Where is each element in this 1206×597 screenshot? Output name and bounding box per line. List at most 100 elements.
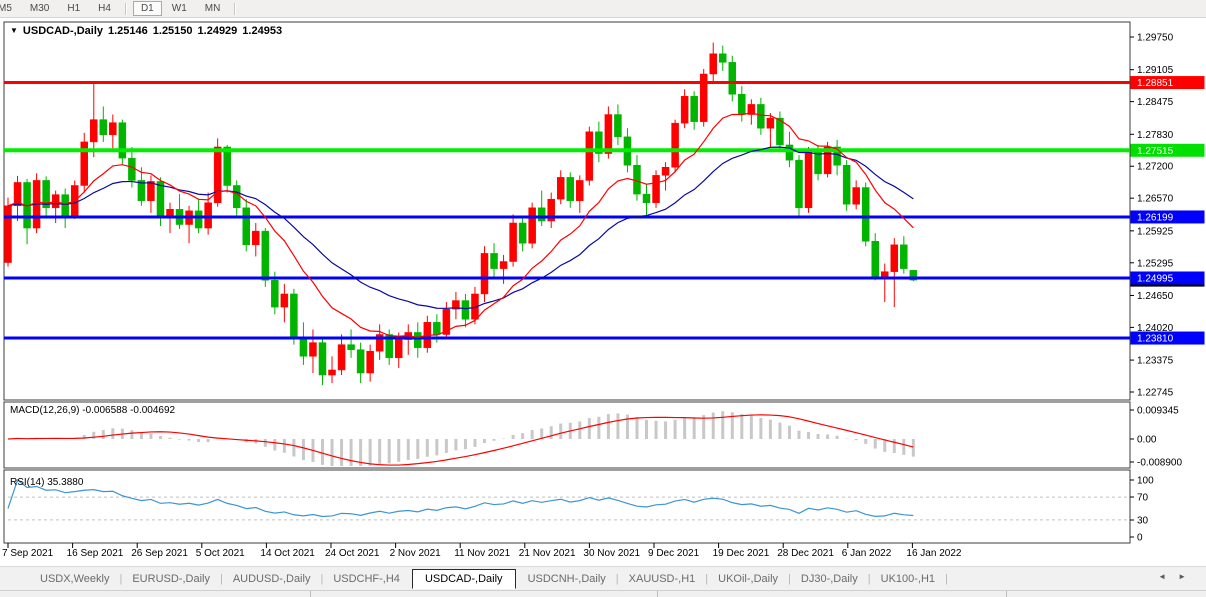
scale-label: 1.23810 — [1137, 334, 1174, 345]
price-level-badge — [1130, 331, 1205, 345]
scale-label: 16 Sep 2021 — [67, 548, 124, 559]
tabs-scroll-left-icon[interactable]: ◄ — [1158, 572, 1179, 581]
tab-usdcad-daily[interactable]: USDCAD-,Daily — [411, 568, 516, 589]
scale-label: 1.24995 — [1137, 273, 1174, 284]
scale-label: 7 Sep 2021 — [2, 548, 54, 559]
date-axis: 7 Sep 2021 16 Sep 2021 26 Sep 2021 5 Oct 20… — [2, 543, 962, 559]
timeframe-button-m30[interactable]: M30 — [29, 3, 50, 14]
ohlc-open: 1.25146 — [108, 25, 148, 37]
scale-label: 0 — [1137, 533, 1143, 544]
scale-label: 1.26199 — [1137, 212, 1174, 223]
ma-fast-line — [7, 112, 914, 339]
status-divider — [310, 591, 311, 597]
scale-label: 28 Dec 2021 — [777, 548, 834, 559]
moving-averages — [7, 112, 914, 339]
symbol-tabbar: USDX,Weekly | EURUSD-,Daily | AUDUSD-,Daily |… — [0, 566, 1206, 590]
scale-label: 9 Dec 2021 — [648, 548, 700, 559]
symbol-tabs: USDX,Weekly | EURUSD-,Daily | AUDUSD-,Daily |… — [30, 568, 948, 589]
scale-label: 1.24020 — [1137, 323, 1174, 334]
scale-label: 24 Oct 2021 — [325, 548, 380, 559]
horizontal-level-lines — [4, 81, 1130, 340]
tab-scroll-arrows: ◄► — [1158, 572, 1198, 581]
scale-label: 30 — [1137, 516, 1149, 527]
tab-separator: | — [119, 572, 123, 585]
ma-slow-line — [7, 146, 914, 310]
symbol-dropdown-icon[interactable]: ▼ — [10, 26, 18, 35]
price-level-badge — [1130, 143, 1205, 157]
tab-usdx-weekly[interactable]: USDX,Weekly — [40, 572, 110, 585]
scale-label: 1.26570 — [1137, 194, 1174, 205]
scale-label: 0.009345 — [1137, 406, 1179, 417]
status-bar — [0, 590, 1206, 597]
scale-label: 1.25295 — [1137, 258, 1174, 269]
status-divider — [657, 591, 658, 597]
tab-separator: | — [945, 572, 948, 585]
scale-label: 6 Jan 2022 — [842, 548, 892, 559]
candlestick-series — [4, 42, 918, 386]
scale-label: 70 — [1137, 493, 1149, 504]
tab-separator: | — [320, 572, 324, 585]
rsi-panel-series — [7, 479, 1128, 521]
tab-dj30-daily[interactable]: DJ30-,Daily — [800, 572, 858, 585]
price-level-badge — [1130, 271, 1205, 285]
toolbar-divider — [234, 2, 237, 15]
scale-label: 14 Oct 2021 — [260, 548, 315, 559]
ohlc-close: 1.24953 — [242, 25, 283, 37]
scale-label: 21 Nov 2021 — [519, 548, 576, 559]
scale-label: 19 Dec 2021 — [713, 548, 770, 559]
rsi-label: RSI(14) 35.3880 — [10, 477, 84, 488]
timeframe-button-h4[interactable]: H4 — [98, 3, 111, 14]
rsi-line — [7, 479, 914, 518]
timeframe-button-mn[interactable]: MN — [204, 3, 221, 14]
chart-title: ▼ USDCAD-,Daily 1.25146 1.25150 1.24929 1.249… — [10, 25, 282, 37]
scale-label: 1.27515 — [1137, 146, 1174, 157]
scale-label: 100 — [1137, 476, 1154, 487]
ohlc-low: 1.24929 — [197, 25, 238, 37]
tab-separator: | — [788, 572, 791, 585]
scale-label: 1.22745 — [1137, 388, 1174, 399]
tabs-scroll-right-icon[interactable]: ► — [1178, 572, 1198, 581]
macd-label: MACD(12,26,9) -0.006588 -0.004692 — [10, 405, 176, 416]
tab-separator: | — [615, 572, 619, 585]
scale-label: 1.28851 — [1137, 78, 1174, 89]
scale-label: 1.29750 — [1137, 33, 1174, 44]
scale-label: 11 Nov 2021 — [454, 548, 510, 559]
tab-usdcnh-daily[interactable]: USDCNH-,Daily — [527, 572, 606, 585]
scale-label: 26 Sep 2021 — [131, 548, 188, 559]
timeframe-button-w1[interactable]: W1 — [171, 3, 187, 14]
tab-eurusd-daily[interactable]: EURUSD-,Daily — [132, 572, 210, 585]
scale-label: 1.28475 — [1137, 97, 1174, 108]
price-level-badge — [1130, 76, 1205, 90]
tab-xauusd-h1[interactable]: XAUUSD-,H1 — [628, 572, 696, 585]
macd-panel-series — [7, 411, 915, 466]
tab-audusd-daily[interactable]: AUDUSD-,Daily — [232, 572, 311, 585]
scale-label: 1.24650 — [1137, 291, 1174, 302]
panel-frames — [3, 21, 1131, 544]
scale-label: 1.27200 — [1137, 162, 1174, 173]
scale-label: 1.25925 — [1137, 226, 1174, 237]
scale-label: 1.23375 — [1137, 356, 1174, 367]
status-divider — [1006, 591, 1007, 597]
scale-label: -0.008900 — [1137, 458, 1182, 469]
tab-usdchf-h4[interactable]: USDCHF-,H4 — [333, 572, 400, 585]
tab-separator: | — [867, 572, 871, 585]
scale-label: 2 Nov 2021 — [390, 548, 442, 559]
tab-uk100-h1[interactable]: UK100-,H1 — [880, 572, 936, 585]
scale-label: 5 Oct 2021 — [196, 548, 245, 559]
tab-ukoil-daily[interactable]: UKOil-,Daily — [718, 572, 779, 585]
tab-separator: | — [705, 572, 709, 585]
scale-label: 1.27830 — [1137, 130, 1174, 141]
macd-signal-line — [7, 414, 914, 466]
scale-label: 30 Nov 2021 — [583, 548, 640, 559]
timeframe-toolbar: M5 M30 H1 H4 D1 W1 MN — [0, 0, 1206, 18]
timeframe-button-d1[interactable]: D1 — [132, 1, 162, 16]
price-level-badge — [1130, 210, 1205, 224]
timeframe-button-m5[interactable]: M5 — [0, 3, 12, 14]
tab-separator: | — [219, 572, 223, 585]
scale-label: 1.29105 — [1137, 65, 1174, 76]
scale-label: 0.00 — [1137, 435, 1157, 446]
timeframe-button-h1[interactable]: H1 — [67, 3, 81, 14]
chart-symbol-label: USDCAD-,Daily — [22, 25, 103, 37]
scale-label: 16 Jan 2022 — [906, 548, 961, 559]
